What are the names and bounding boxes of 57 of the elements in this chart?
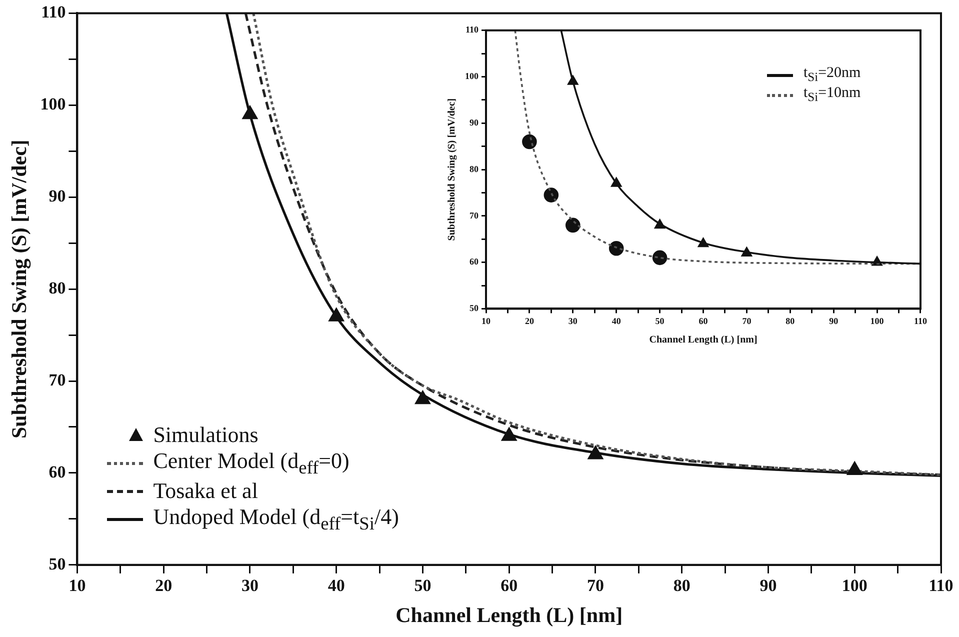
y-tick-label: 50 [48, 554, 66, 574]
x-tick-label: 20 [155, 576, 172, 595]
x-axis-title: Channel Length (L) [nm] [396, 602, 623, 627]
legend-label: t$_{Si}$=20nm [803, 65, 861, 86]
point [652, 250, 668, 266]
y-tick-label: 110 [465, 24, 479, 35]
y-axis-title: Subthreshold Swing (S) [mV/dec] [7, 140, 32, 439]
legend-label: Simulations [153, 422, 258, 448]
y-axis-title: Subthreshold Swing (S) [mV/dec] [446, 98, 458, 241]
y-tick-label: 50 [470, 303, 479, 314]
x-tick-label: 40 [328, 576, 345, 595]
x-tick-label: 110 [928, 576, 954, 595]
point [415, 391, 430, 404]
y-tick-label: 60 [48, 462, 66, 482]
x-tick-label: 40 [612, 316, 622, 326]
x-tick-label: 20 [524, 316, 534, 326]
point [329, 308, 344, 322]
point [566, 218, 580, 233]
y-tick-label: 100 [40, 94, 66, 114]
x-tick-label: 30 [568, 316, 578, 326]
x-tick-label: 30 [241, 576, 258, 595]
point [502, 428, 516, 441]
x-tick-label: 90 [829, 316, 839, 326]
point [522, 134, 537, 150]
legend-label: Tosaka et al [153, 478, 258, 504]
legend-label: Undoped Model (d$_{eff}$=t$_{Si}$/4) [153, 504, 399, 535]
x-tick-label: 50 [655, 316, 665, 326]
y-tick-label: 70 [470, 210, 479, 220]
x-tick-label: 100 [870, 316, 884, 326]
point [544, 188, 559, 202]
x-tick-label: 10 [482, 316, 491, 326]
y-tick-label: 60 [470, 256, 479, 267]
x-tick-label: 70 [742, 316, 752, 326]
x-tick-label: 70 [586, 576, 604, 595]
x-tick-label: 90 [760, 576, 777, 595]
x-tick-label: 50 [414, 576, 432, 595]
y-tick-label: 90 [48, 186, 66, 206]
y-tick-label: 70 [48, 370, 66, 390]
legend-label: Center Model (d$_{eff}$=0) [153, 448, 350, 478]
x-tick-label: 60 [500, 576, 518, 595]
x-tick-label: 110 [914, 316, 928, 326]
x-tick-label: 60 [698, 316, 708, 326]
x-tick-label: 100 [842, 576, 868, 595]
x-tick-label: 10 [68, 576, 86, 595]
y-tick-label: 110 [41, 2, 66, 22]
point [608, 241, 624, 256]
point [847, 462, 862, 475]
point [588, 446, 603, 460]
x-tick-label: 80 [786, 316, 796, 326]
x-tick-label: 80 [673, 576, 690, 595]
y-tick-label: 90 [470, 117, 479, 128]
y-tick-label: 100 [465, 71, 479, 82]
point [242, 106, 258, 120]
x-axis-title: Channel Length (L) [nm] [649, 334, 758, 346]
legend-label: t$_{Si}$=10nm [803, 85, 861, 106]
y-tick-label: 80 [470, 164, 479, 174]
y-tick-label: 80 [48, 278, 66, 298]
